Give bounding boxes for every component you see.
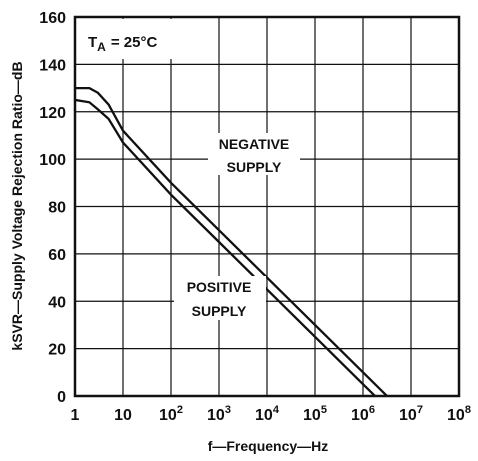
- y-tick-label: 120: [39, 105, 66, 122]
- x-tick-label: 104: [255, 404, 280, 424]
- negative-supply-label: NEGATIVE SUPPLY: [208, 133, 300, 175]
- positive-label-line2: SUPPLY: [192, 303, 247, 319]
- y-tick-label: 0: [57, 389, 66, 406]
- temp-value: = 25°C: [111, 34, 158, 51]
- y-tick-label: 60: [48, 247, 66, 264]
- x-tick-label: 106: [351, 404, 375, 424]
- y-tick-label: 40: [48, 294, 66, 311]
- y-tick-labels: 0 20 40 60 80 100 120 140 160: [39, 10, 66, 406]
- x-tick-label: 1: [71, 407, 80, 424]
- negative-label-line1: NEGATIVE: [219, 136, 290, 152]
- y-tick-label: 140: [39, 57, 66, 74]
- temp-t-label: T: [88, 34, 97, 51]
- x-tick-label: 108: [447, 404, 471, 424]
- y-tick-label: 100: [39, 152, 66, 169]
- negative-label-line2: SUPPLY: [227, 159, 282, 175]
- x-tick-labels: 1 10 102 103 104 105 106 107 108: [71, 404, 471, 424]
- y-tick-label: 160: [39, 10, 66, 27]
- x-tick-label: 105: [303, 404, 327, 424]
- negative-supply-curve: [75, 86, 389, 396]
- positive-supply-label: POSITIVE SUPPLY: [174, 276, 266, 320]
- temp-subscript: A: [97, 40, 106, 54]
- x-tick-label: 107: [399, 404, 423, 424]
- positive-label-line1: POSITIVE: [187, 279, 252, 295]
- svg-text:TA= 25°C: TA = 25°C: [88, 34, 157, 54]
- temperature-annotation: TA = 25°C: [77, 19, 197, 59]
- y-tick-label: 80: [48, 200, 66, 217]
- curves: [75, 86, 389, 396]
- x-tick-label: 103: [207, 404, 231, 424]
- x-tick-label: 10: [114, 407, 132, 424]
- y-axis-title: kSVR—Supply Voltage Rejection Ratio—dB: [9, 61, 25, 350]
- x-axis-title: f—Frequency—Hz: [208, 438, 329, 454]
- grid-lines: [75, 17, 459, 396]
- positive-supply-curve: [75, 98, 377, 396]
- plot-frame: [73, 15, 461, 398]
- y-tick-label: 20: [48, 342, 66, 359]
- x-tick-label: 102: [159, 404, 183, 424]
